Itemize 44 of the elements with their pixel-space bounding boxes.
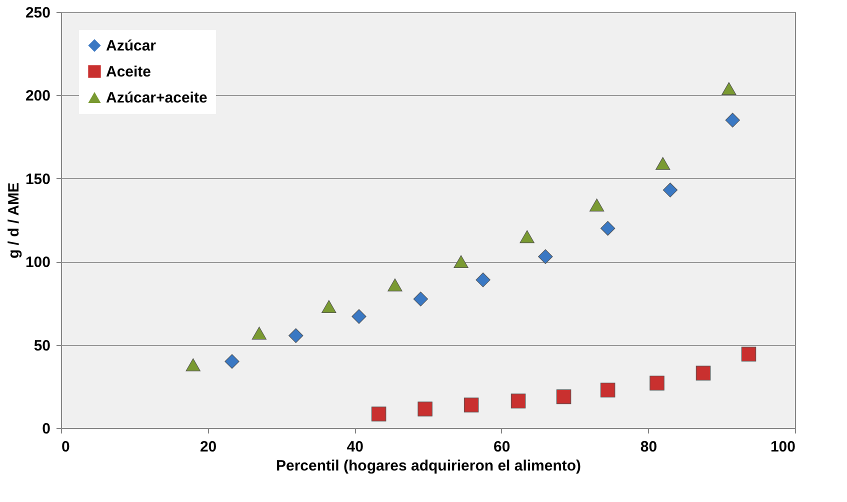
point bbox=[741, 346, 756, 362]
legend-label: Azúcar bbox=[106, 38, 156, 54]
point bbox=[388, 278, 402, 292]
point bbox=[722, 82, 736, 95]
point bbox=[600, 382, 616, 398]
point bbox=[538, 249, 553, 264]
point bbox=[371, 406, 386, 422]
y-axis-title: g / d / AME bbox=[5, 182, 22, 259]
point bbox=[662, 182, 678, 198]
point bbox=[556, 389, 572, 404]
y-tick-label: 0 bbox=[42, 420, 50, 438]
x-tick-label: 80 bbox=[640, 438, 658, 456]
x-tick-label: 40 bbox=[346, 438, 364, 456]
x-axis-title: Percentil (hogares adquirieron el alimento) bbox=[276, 458, 582, 474]
point bbox=[288, 328, 304, 344]
x-tick-label: 60 bbox=[494, 438, 510, 456]
point bbox=[476, 272, 490, 288]
point bbox=[600, 220, 616, 236]
y-tick-label: 100 bbox=[25, 254, 50, 272]
point bbox=[650, 376, 664, 390]
point bbox=[418, 402, 432, 416]
point bbox=[186, 358, 200, 372]
legend-label: Aceite bbox=[106, 64, 152, 80]
x-tick-label: 20 bbox=[200, 438, 217, 456]
point bbox=[520, 230, 534, 244]
point bbox=[352, 309, 366, 324]
point bbox=[696, 366, 711, 380]
point bbox=[224, 354, 240, 369]
point bbox=[454, 255, 468, 268]
point bbox=[464, 398, 479, 412]
point bbox=[589, 198, 604, 212]
point bbox=[725, 112, 740, 128]
y-tick-label: 200 bbox=[25, 88, 50, 105]
x-tick-label: 100 bbox=[770, 438, 796, 456]
point bbox=[413, 292, 428, 306]
y-tick-label: 150 bbox=[25, 170, 50, 188]
point bbox=[322, 300, 336, 313]
y-tick-label: 250 bbox=[25, 4, 50, 22]
x-tick-label: 0 bbox=[62, 438, 70, 456]
point bbox=[510, 394, 526, 408]
point bbox=[656, 157, 670, 170]
legend-label: Azúcar+aceite bbox=[106, 90, 208, 106]
y-tick-label: 50 bbox=[34, 337, 50, 354]
point bbox=[252, 326, 267, 340]
